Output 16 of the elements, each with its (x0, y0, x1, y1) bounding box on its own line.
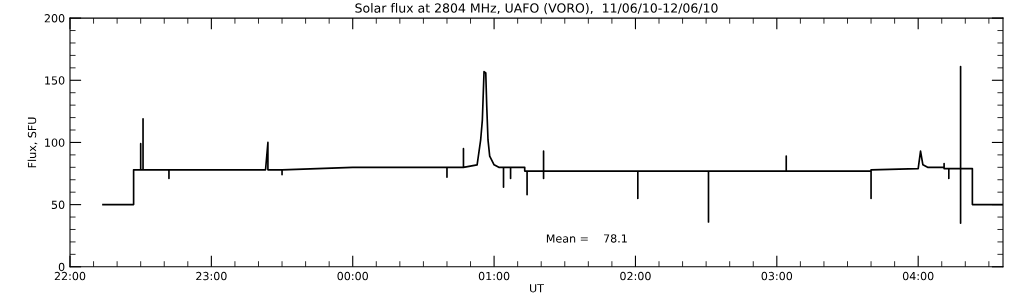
y-tick-label: 50 (51, 200, 65, 209)
y-axis-title: Flux, SFU (27, 117, 38, 168)
x-tick-label: 02:00 (620, 271, 651, 281)
y-tick-label: 0 (58, 262, 65, 272)
x-tick-label: 22:00 (54, 271, 86, 281)
chart-title: Solar flux at 2804 MHz, UAFO (VORO), 11/06/10-12/06/10 (355, 3, 718, 15)
y-tick-label: 200 (44, 14, 65, 23)
x-axis-title: UT (530, 284, 544, 293)
y-tick-label: 150 (45, 76, 65, 85)
x-tick-label: 01:00 (478, 271, 510, 281)
x-tick-label: 04:00 (902, 271, 934, 281)
x-tick-label: 03:00 (761, 271, 793, 281)
x-tick-label: 23:00 (196, 271, 227, 281)
x-tick-label: 00:00 (337, 271, 368, 281)
annotation: Mean = 78.1 (546, 234, 627, 243)
y-tick-label: 100 (45, 138, 65, 147)
